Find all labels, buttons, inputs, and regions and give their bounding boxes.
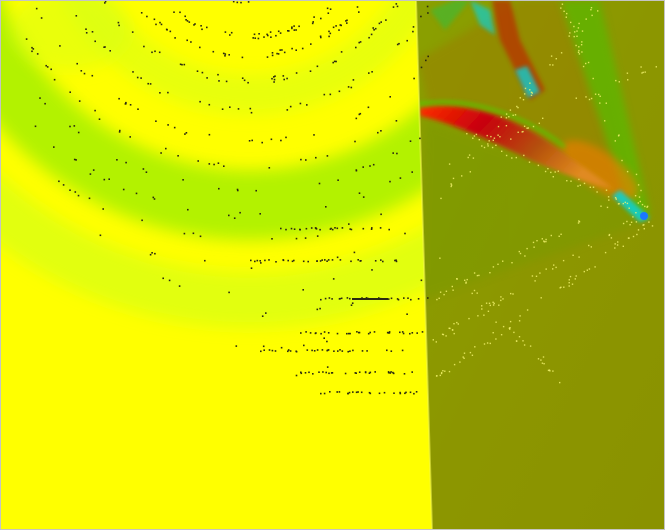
tip-glow	[561, 140, 639, 200]
wave-glow-topleft	[10, 0, 130, 70]
mid-streak-cyan	[515, 66, 540, 98]
particle-arc-6	[39, 97, 421, 192]
upper-streak-cyan	[470, 0, 495, 35]
upper-streak-red	[492, 0, 545, 100]
tracer-particles	[25, 0, 657, 395]
particle-arc-10	[162, 269, 373, 294]
particle-row-3	[300, 371, 413, 375]
left-wavefront-bands	[0, 0, 432, 328]
particle-arc-13	[295, 366, 329, 377]
particle-row-1	[300, 331, 424, 335]
tip-cyan	[612, 190, 650, 222]
particle-arc-11	[261, 279, 423, 317]
particle-arc-7	[34, 125, 413, 219]
particle-arc-8	[58, 180, 382, 240]
jet-rim	[417, 100, 566, 149]
particle-arc-9	[99, 232, 406, 269]
wave-band-main	[0, 0, 432, 240]
red-jet	[420, 106, 612, 188]
particle-arc-14	[232, 0, 250, 4]
interface-seam	[415, 0, 433, 530]
particle-arc-0	[173, 7, 332, 40]
wave-band-inner	[40, 0, 432, 115]
particle-arc-3	[75, 5, 429, 114]
edge-band-right	[560, 0, 650, 215]
particle-light-field	[432, 0, 657, 384]
particle-arc-1	[140, 6, 360, 59]
particle-arc-4	[35, 7, 429, 144]
particle-row-2	[260, 349, 404, 353]
particle-arc-5	[25, 38, 398, 169]
right-flow-structures	[417, 0, 650, 300]
particle-arc-2	[104, 0, 399, 84]
particle-row-6	[280, 227, 390, 231]
tip-blue	[640, 212, 648, 220]
shear-wedge	[420, 120, 645, 300]
particle-streak	[352, 298, 388, 300]
wave-band-outer	[0, 0, 432, 328]
particle-arc-12	[235, 313, 408, 349]
particle-row-5	[250, 259, 398, 263]
upper-left-green	[430, 0, 470, 30]
particle-row-4	[320, 391, 418, 395]
